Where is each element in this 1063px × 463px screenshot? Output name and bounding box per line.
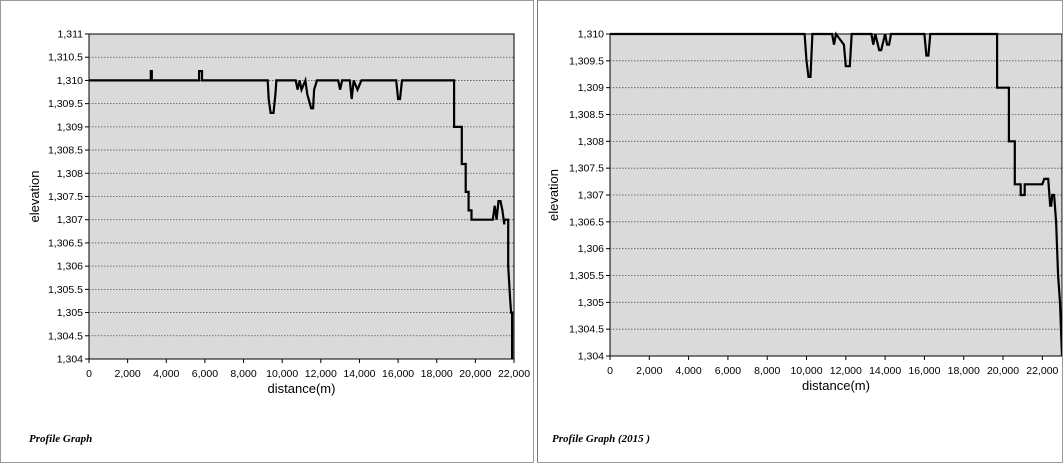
y-tick-label: 1,306.5 xyxy=(569,216,604,228)
x-tick-label: 2,000 xyxy=(636,365,662,377)
profile-graph-panel-left: 1,304 1,304.5 1,305 1,305.5 1,306 1,306.5 1,30… xyxy=(0,0,534,463)
x-tick-label: 0 xyxy=(86,368,92,380)
y-tick-label: 1,311 xyxy=(58,29,84,41)
y-tick-label: 1,305.5 xyxy=(48,284,83,296)
y-tick-label: 1,305 xyxy=(578,297,604,309)
elevation-profile-line xyxy=(89,70,514,359)
y-tick-label: 1,304 xyxy=(578,351,604,363)
chart-caption: Profile Graph xyxy=(29,433,92,445)
x-tick-label: 0 xyxy=(607,365,613,377)
y-tick-label: 1,308 xyxy=(57,168,83,180)
y-tick-label: 1,307 xyxy=(57,214,83,226)
x-axis-label: distance(m) xyxy=(268,381,336,396)
x-tick-label: 4,000 xyxy=(153,368,179,380)
x-tick-label: 14,000 xyxy=(343,368,375,380)
y-axis-label: elevation xyxy=(27,170,42,222)
y-tick-label: 1,307 xyxy=(578,190,604,202)
x-tick-label: 2,000 xyxy=(114,368,140,380)
x-tick-label: 4,000 xyxy=(675,365,701,377)
y-tick-label: 1,306 xyxy=(57,261,83,273)
x-tick-label: 10,000 xyxy=(790,365,822,377)
x-tick-label: 6,000 xyxy=(192,368,218,380)
x-tick-label: 12,000 xyxy=(830,365,862,377)
elevation-profile-line xyxy=(610,31,1062,357)
x-tick-label: 10,000 xyxy=(266,368,298,380)
y-tick-label: 1,307.5 xyxy=(569,163,604,175)
y-tick-label: 1,310 xyxy=(578,29,604,41)
y-tick-label: 1,309 xyxy=(57,121,83,133)
profile-graph-panel-right: 1,304 1,304.5 1,305 1,305.5 1,306 1,306.5 1,30… xyxy=(537,0,1063,463)
x-tick-label: 6,000 xyxy=(715,365,741,377)
x-tick-label: 20,000 xyxy=(987,365,1019,377)
y-axis-label: elevation xyxy=(546,169,561,221)
y-tick-label: 1,304 xyxy=(57,354,83,366)
x-axis-label: distance(m) xyxy=(802,378,870,393)
y-tick-label: 1,309.5 xyxy=(48,98,83,110)
y-tick-label: 1,305 xyxy=(57,307,83,319)
x-tick-label: 8,000 xyxy=(754,365,780,377)
x-tick-label: 20,000 xyxy=(459,368,491,380)
y-tick-label: 1,306.5 xyxy=(48,237,83,249)
profile-graph-chart-left: 1,304 1,304.5 1,305 1,305.5 1,306 1,306.5 1,30… xyxy=(27,29,530,446)
profile-graph-chart-right: 1,304 1,304.5 1,305 1,305.5 1,306 1,306.5 1,30… xyxy=(546,29,1062,445)
y-tick-label: 1,305.5 xyxy=(569,270,604,282)
x-tick-label: 16,000 xyxy=(908,365,940,377)
y-tick-label: 1,307.5 xyxy=(48,191,83,203)
x-tick-label: 18,000 xyxy=(421,368,453,380)
y-tick-label: 1,308 xyxy=(578,136,604,148)
x-tick-label: 14,000 xyxy=(869,365,901,377)
y-tick-label: 1,309.5 xyxy=(569,55,604,67)
y-tick-label: 1,310.5 xyxy=(48,52,83,64)
y-tick-label: 1,308.5 xyxy=(48,145,83,157)
x-tick-label: 22,000 xyxy=(1026,365,1058,377)
y-tick-label: 1,306 xyxy=(578,243,604,255)
y-tick-label: 1,304.5 xyxy=(48,330,83,342)
x-tick-label: 8,000 xyxy=(230,368,256,380)
y-tick-label: 1,308.5 xyxy=(569,109,604,121)
y-tick-label: 1,309 xyxy=(578,82,604,94)
x-tick-label: 18,000 xyxy=(948,365,980,377)
x-tick-label: 22,000 xyxy=(498,368,530,380)
chart-caption: Profile Graph (2015 ) xyxy=(552,433,650,445)
y-tick-label: 1,304.5 xyxy=(569,324,604,336)
x-tick-label: 12,000 xyxy=(305,368,337,380)
x-tick-label: 16,000 xyxy=(382,368,414,380)
y-tick-label: 1,310 xyxy=(57,75,83,87)
